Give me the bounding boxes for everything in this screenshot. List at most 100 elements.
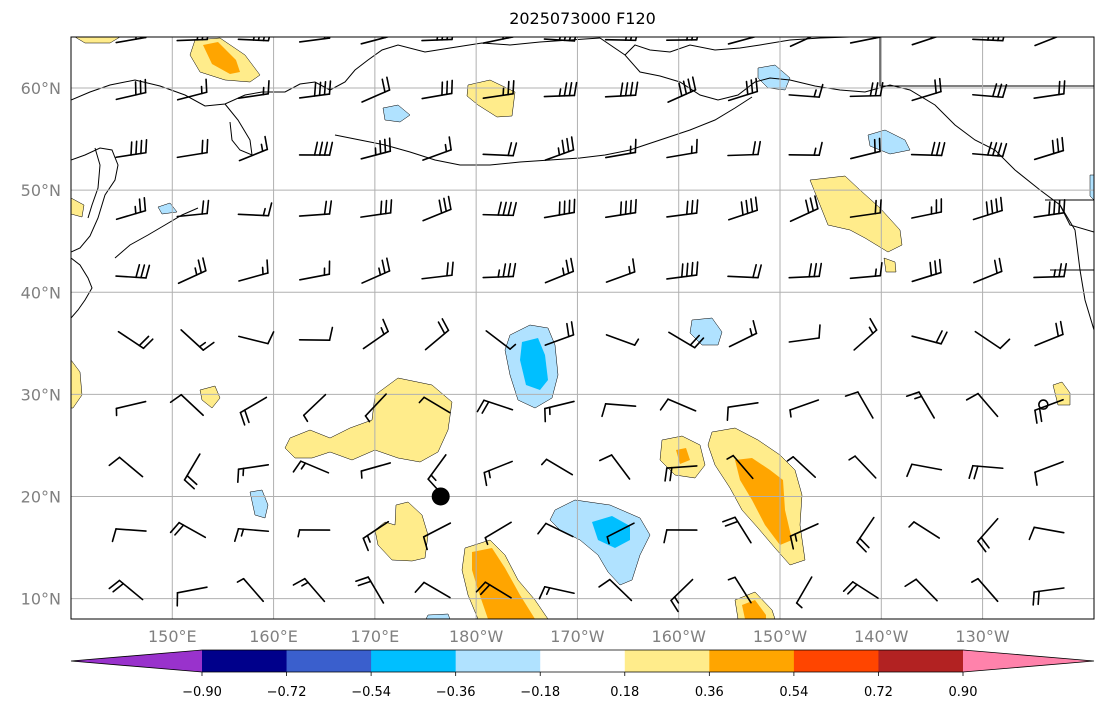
wind-barb [238, 331, 275, 345]
wind-barb [905, 391, 936, 419]
wind-barb [537, 522, 574, 538]
wind-barb [292, 577, 326, 603]
wind-barb [911, 330, 948, 345]
wind-barb [360, 199, 393, 218]
contour-negative [157, 202, 178, 215]
lon-label: 170°E [351, 627, 400, 646]
lat-label: 40°N [21, 283, 61, 302]
wind-barb [543, 198, 576, 219]
contour-positive [374, 501, 429, 562]
wind-barb [605, 138, 637, 159]
wind-barb [972, 196, 1003, 221]
colorbar-extend-max [963, 650, 1094, 672]
markers [431, 399, 1049, 506]
wind-barb [849, 82, 884, 98]
wind-barb [176, 138, 209, 159]
wind-barb [906, 463, 943, 478]
wind-barb [727, 37, 758, 45]
wind-barb [1028, 526, 1065, 541]
wind-barb [856, 516, 875, 553]
colorbar: −0.90 −0.72 −0.54 −0.36 −0.18 0.18 0.36 0.54 0.7… [70, 649, 1095, 700]
wind-barb [115, 78, 147, 101]
wind-barb [176, 78, 208, 101]
wind-barb [911, 198, 943, 219]
contour-negative [520, 338, 548, 390]
colorbar-segment [455, 650, 541, 672]
coastline-sakhalin [87, 147, 101, 219]
wind-barb [842, 581, 879, 599]
wind-barb [237, 202, 273, 217]
wind-barb [298, 200, 333, 217]
wind-barb [598, 578, 633, 602]
wind-barb [605, 258, 636, 283]
wind-barb [789, 523, 819, 550]
wind-barb [601, 403, 637, 418]
wind-barb [849, 262, 883, 280]
colorbar-tick-label: 0.54 [779, 685, 808, 700]
wind-barb [108, 579, 144, 601]
wind-barb [538, 585, 575, 600]
wind-barb [910, 141, 946, 157]
wind-barb [361, 76, 391, 103]
contour-positive [71, 197, 85, 218]
wind-barb [972, 37, 1005, 42]
contour-positive [1052, 381, 1071, 406]
contour-positive [735, 458, 792, 545]
contour-positive [71, 359, 83, 409]
wind-barb [292, 460, 330, 474]
wind-barb [424, 318, 450, 351]
wind-barb [604, 198, 637, 219]
wind-barb [972, 83, 1008, 99]
wind-barb [726, 454, 754, 480]
coastline-asia [71, 37, 601, 107]
wind-barb [482, 142, 518, 157]
contour-positive [472, 548, 535, 619]
contour-positive [203, 42, 240, 74]
wind-barb [422, 195, 452, 222]
wind-barb [418, 396, 451, 414]
wind-barb [1032, 587, 1065, 606]
wind-barb [115, 138, 148, 159]
wind-barb [974, 330, 1011, 350]
wind-barb [722, 516, 752, 544]
colorbar-tick-label: −0.72 [267, 685, 307, 700]
wind-barb [482, 37, 514, 44]
wind-barb [850, 137, 881, 160]
plot-frame [70, 36, 1095, 620]
wind-barb [544, 136, 575, 161]
contour-positive [74, 37, 121, 44]
lat-label: 10°N [21, 590, 61, 609]
wind-barb [360, 462, 392, 479]
wind-barb [475, 581, 512, 599]
wind-barb [727, 576, 752, 604]
wind-barb [180, 329, 215, 351]
wind-barb [108, 456, 144, 478]
contour-negative [549, 499, 651, 586]
wind-barb [298, 37, 331, 43]
contour-negative [867, 129, 911, 155]
wind-barb [298, 326, 334, 341]
wind-barb [1033, 262, 1068, 279]
wind-barb [115, 196, 147, 221]
wind-barb [599, 454, 631, 480]
contour-positive [742, 600, 766, 619]
lon-label: 150°W [753, 627, 808, 646]
wind-barb [238, 259, 269, 282]
wind-barb [659, 398, 697, 412]
colorbar-segment [793, 650, 879, 672]
wind-barb [666, 199, 699, 218]
contour-positive [284, 377, 453, 463]
lon-label: 170°W [550, 627, 605, 646]
wind-barb [604, 81, 639, 98]
lat-label: 20°N [21, 487, 61, 506]
wind-barb [666, 261, 699, 280]
wind-barb [1034, 398, 1064, 424]
wind-barb [298, 80, 332, 99]
wind-barb [788, 83, 824, 98]
wind-barb [973, 257, 1003, 284]
wind-barb [908, 521, 941, 539]
coastline-okhotsk [71, 147, 119, 253]
wind-barb [544, 321, 575, 346]
wind-barb [849, 199, 882, 218]
